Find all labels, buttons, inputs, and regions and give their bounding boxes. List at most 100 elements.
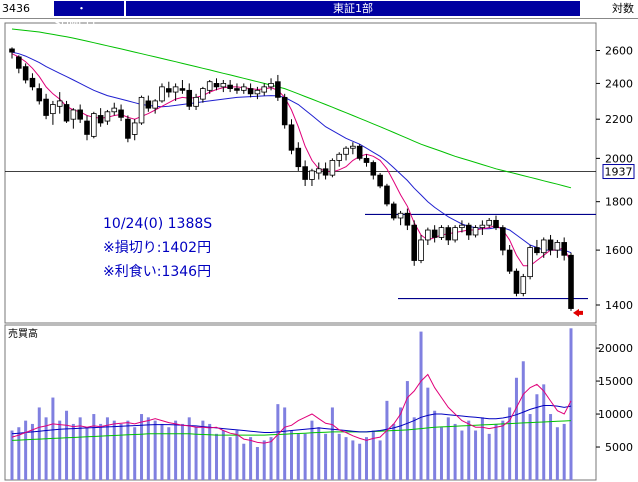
- candle-up-body: [452, 227, 458, 241]
- volume-panel-label: 売買高: [8, 327, 38, 340]
- candle-up-body: [91, 113, 97, 137]
- candle-up-body: [152, 100, 158, 109]
- candle: [438, 225, 445, 240]
- candle: [268, 78, 274, 91]
- candle: [513, 268, 520, 297]
- candle: [363, 154, 370, 167]
- candle: [472, 225, 479, 238]
- volume-bar: [105, 417, 109, 480]
- candle-down-body: [561, 242, 567, 256]
- candle-down-body: [547, 239, 554, 251]
- candle-down-body: [322, 168, 329, 176]
- volume-bar: [146, 417, 150, 480]
- candle-down-body: [22, 66, 29, 81]
- candle: [131, 119, 138, 141]
- candle: [29, 73, 36, 91]
- volume-bar: [235, 430, 239, 480]
- candle: [104, 109, 111, 125]
- candle: [220, 80, 227, 93]
- volume-bar: [419, 331, 423, 480]
- candle-down-body: [513, 270, 520, 294]
- candle-down-body: [568, 254, 574, 309]
- candle-up-body: [50, 104, 56, 115]
- candle-down-body: [363, 157, 370, 163]
- volume-bar: [126, 420, 130, 480]
- candle: [179, 80, 186, 94]
- volume-bar: [269, 437, 273, 480]
- candle: [418, 234, 424, 264]
- candle: [84, 115, 90, 141]
- candle: [43, 93, 49, 120]
- candle: [493, 215, 499, 231]
- volume-bar: [555, 427, 559, 480]
- volume-bar: [17, 427, 21, 480]
- candle: [261, 83, 268, 96]
- volume-bar: [24, 420, 28, 480]
- volume-bar: [351, 440, 355, 480]
- volume-bar: [467, 420, 471, 480]
- candle: [445, 225, 452, 245]
- candle-up-body: [520, 276, 527, 294]
- volume-bar: [549, 414, 553, 480]
- volume-bar: [344, 437, 348, 480]
- candle: [302, 160, 308, 186]
- volume-bar: [262, 440, 266, 480]
- volume-bar: [371, 430, 375, 480]
- volume-bar: [167, 427, 171, 480]
- candle: [275, 74, 281, 101]
- candle: [486, 217, 492, 228]
- trade-annotation-1: 10/24(0) 1388S: [103, 216, 212, 232]
- candle-up-body: [479, 224, 486, 229]
- volume-bar: [528, 414, 532, 480]
- candle-down-body: [431, 229, 438, 238]
- volume-bar: [364, 437, 368, 480]
- candle: [247, 83, 254, 98]
- volume-bar: [480, 417, 484, 480]
- candle-down-body: [275, 81, 281, 98]
- volume-bar: [160, 423, 164, 480]
- candle-down-body: [77, 109, 83, 120]
- volume-bar: [283, 407, 287, 480]
- volume-bar: [242, 443, 246, 480]
- volume-bar: [535, 394, 539, 480]
- candle: [111, 102, 118, 116]
- volume-bar: [317, 427, 321, 480]
- candle-down-body: [247, 88, 254, 95]
- candle-down-body: [186, 89, 193, 107]
- candle: [295, 142, 302, 171]
- volume-bar: [58, 420, 62, 480]
- volume-bar: [153, 420, 157, 480]
- volume-bar: [174, 420, 178, 480]
- candle: [425, 227, 431, 245]
- candle-down-body: [9, 48, 15, 53]
- volume-bar: [405, 381, 409, 480]
- candle-up-body: [329, 160, 336, 176]
- candle: [70, 108, 77, 129]
- price-tick-label: 2200: [605, 113, 633, 126]
- candle-down-body: [84, 120, 90, 135]
- candle-up-body: [527, 247, 533, 278]
- candle-down-body: [295, 147, 302, 168]
- volume-bar: [385, 400, 389, 480]
- volume-bar: [44, 417, 48, 480]
- scale-mode[interactable]: 対数: [612, 2, 634, 15]
- candle: [500, 225, 506, 256]
- volume-bar: [78, 417, 82, 480]
- candle: [288, 119, 295, 155]
- candle: [166, 81, 172, 98]
- candle-up-body: [206, 81, 213, 91]
- candle: [404, 208, 411, 231]
- candle: [125, 115, 131, 143]
- volume-ma-short-line: [11, 373, 572, 444]
- volume-bar: [324, 433, 328, 480]
- volume-bar: [501, 420, 505, 480]
- trade-annotation-2: ※損切り:1402円: [103, 240, 211, 256]
- candle-up-body: [343, 147, 349, 155]
- volume-bar: [399, 407, 403, 480]
- volume-tick-label: 15000: [598, 375, 633, 388]
- volume-bar: [71, 423, 75, 480]
- current-price-box: [602, 164, 635, 180]
- candle: [50, 100, 56, 125]
- volume-panel: 売買高 5000 10000 15000 20000: [4, 324, 633, 481]
- volume-bar: [65, 410, 69, 480]
